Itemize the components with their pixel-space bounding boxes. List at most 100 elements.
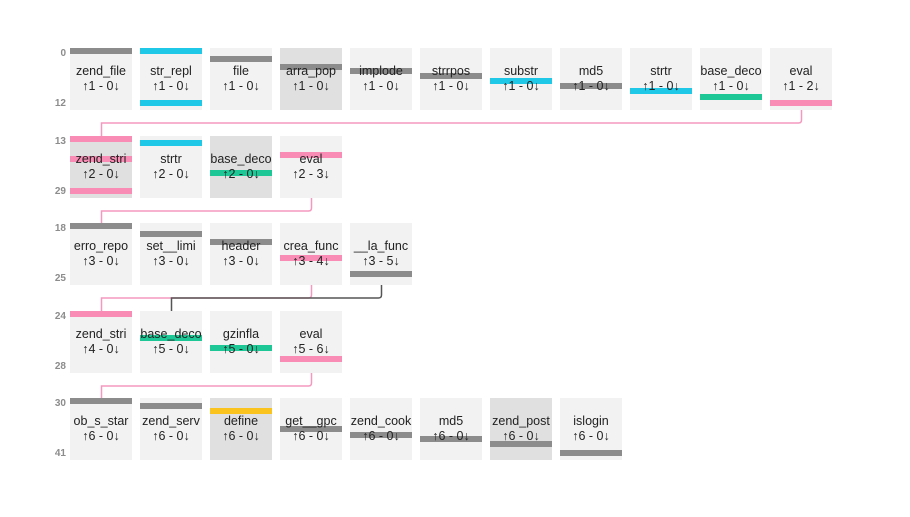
function-node[interactable]: implode ↑1 - 0↓ (350, 48, 412, 110)
position-marker-bar (70, 188, 132, 194)
call-counts: ↑6 - 0↓ (432, 429, 470, 443)
sequence-row: 30 41 ob_s_star ↑6 - 0↓ zend_serv ↑6 - 0↓ defi… (0, 398, 910, 460)
call-counts: ↑6 - 0↓ (572, 429, 610, 443)
call-counts: ↑2 - 0↓ (222, 167, 260, 181)
position-marker-bar (560, 450, 622, 456)
row-link (100, 373, 313, 398)
function-name: erro_repo (73, 239, 129, 253)
function-name: set__limi (146, 239, 196, 253)
call-counts: ↑5 - 0↓ (152, 342, 190, 356)
row-start-index: 18 (54, 223, 66, 234)
function-node[interactable]: eval ↑5 - 6↓ (280, 311, 342, 373)
function-node[interactable]: crea_func ↑3 - 4↓ (280, 223, 342, 285)
function-name: get__gpc (285, 414, 337, 428)
function-node[interactable]: base_deco ↑2 - 0↓ (210, 136, 272, 198)
function-name: __la_func (353, 239, 409, 253)
position-marker-bar (70, 223, 132, 229)
function-node[interactable]: md5 ↑1 - 0↓ (560, 48, 622, 110)
call-counts: ↑5 - 0↓ (222, 342, 260, 356)
position-marker-bar (560, 83, 622, 89)
position-marker-bar (490, 441, 552, 447)
function-node[interactable]: ob_s_star ↑6 - 0↓ (70, 398, 132, 460)
function-node[interactable]: substr ↑1 - 0↓ (490, 48, 552, 110)
function-node[interactable]: eval ↑2 - 3↓ (280, 136, 342, 198)
position-marker-bar (140, 140, 202, 146)
function-node[interactable]: eval ↑1 - 2↓ (770, 48, 832, 110)
position-marker-bar (70, 398, 132, 404)
function-node[interactable]: md5 ↑6 - 0↓ (420, 398, 482, 460)
function-name: zend_post (492, 414, 550, 428)
row-start-index: 24 (54, 311, 66, 322)
function-node[interactable]: header ↑3 - 0↓ (210, 223, 272, 285)
function-name: substr (503, 64, 539, 78)
function-node[interactable]: get__gpc ↑6 - 0↓ (280, 398, 342, 460)
call-counts: ↑6 - 0↓ (152, 429, 190, 443)
function-name: header (221, 239, 261, 253)
function-name: zend_serv (142, 414, 200, 428)
function-node[interactable]: zend_serv ↑6 - 0↓ (140, 398, 202, 460)
sequence-row: 0 12 zend_file ↑1 - 0↓ str_repl ↑1 - 0↓ file ↑1… (0, 48, 910, 110)
function-node[interactable]: base_deco ↑1 - 0↓ (700, 48, 762, 110)
function-node[interactable]: define ↑6 - 0↓ (210, 398, 272, 460)
sequence-row: 13 29 zend_stri ↑2 - 0↓ strtr ↑2 - 0↓ base_dec… (0, 136, 910, 198)
function-node[interactable]: arra_pop ↑1 - 0↓ (280, 48, 342, 110)
function-name: zend_stri (75, 152, 127, 166)
function-name: md5 (578, 64, 604, 78)
position-marker-bar (140, 100, 202, 106)
position-marker-bar (490, 78, 552, 84)
function-name: base_deco (210, 152, 272, 166)
call-counts: ↑1 - 0↓ (712, 79, 750, 93)
function-node[interactable]: zend_cook ↑6 - 0↓ (350, 398, 412, 460)
position-marker-bar (280, 356, 342, 362)
function-node[interactable]: base_deco ↑5 - 0↓ (140, 311, 202, 373)
function-node[interactable]: zend_file ↑1 - 0↓ (70, 48, 132, 110)
function-node[interactable]: zend_post ↑6 - 0↓ (490, 398, 552, 460)
row-start-index: 13 (54, 136, 66, 147)
function-node[interactable]: set__limi ↑3 - 0↓ (140, 223, 202, 285)
function-node[interactable]: str_repl ↑1 - 0↓ (140, 48, 202, 110)
row-end-index: 12 (54, 98, 66, 109)
call-counts: ↑3 - 0↓ (222, 254, 260, 268)
function-node[interactable]: islogin ↑6 - 0↓ (560, 398, 622, 460)
call-counts: ↑1 - 0↓ (82, 79, 120, 93)
position-marker-bar (140, 48, 202, 54)
call-counts: ↑3 - 5↓ (362, 254, 400, 268)
function-node[interactable]: erro_repo ↑3 - 0↓ (70, 223, 132, 285)
position-marker-bar (140, 231, 202, 237)
function-node[interactable]: gzinfla ↑5 - 0↓ (210, 311, 272, 373)
function-name: eval (789, 64, 813, 78)
function-name: eval (299, 327, 323, 341)
position-marker-bar (630, 88, 692, 94)
position-marker-bar (350, 68, 412, 74)
function-node[interactable]: strtr ↑1 - 0↓ (630, 48, 692, 110)
function-node[interactable]: strrpos ↑1 - 0↓ (420, 48, 482, 110)
function-name: strtr (160, 152, 182, 166)
function-node[interactable]: __la_func ↑3 - 5↓ (350, 223, 412, 285)
position-marker-bar (210, 170, 272, 176)
position-marker-bar (420, 436, 482, 442)
function-node[interactable]: zend_stri ↑4 - 0↓ (70, 311, 132, 373)
function-name: strtr (650, 64, 672, 78)
call-counts: ↑1 - 0↓ (572, 79, 610, 93)
call-counts: ↑1 - 0↓ (432, 79, 470, 93)
function-name: define (223, 414, 259, 428)
call-counts: ↑3 - 0↓ (82, 254, 120, 268)
position-marker-bar (210, 239, 272, 245)
position-marker-bar (280, 255, 342, 261)
row-start-index: 0 (60, 48, 66, 59)
row-link (100, 110, 803, 136)
call-counts: ↑1 - 0↓ (502, 79, 540, 93)
call-counts: ↑6 - 0↓ (222, 429, 260, 443)
call-counts: ↑1 - 0↓ (222, 79, 260, 93)
row-link (170, 285, 383, 311)
row-link (100, 198, 313, 223)
function-node[interactable]: strtr ↑2 - 0↓ (140, 136, 202, 198)
call-counts: ↑2 - 3↓ (292, 167, 330, 181)
position-marker-bar (280, 426, 342, 432)
position-marker-bar (70, 136, 132, 142)
function-node[interactable]: zend_stri ↑2 - 0↓ (70, 136, 132, 198)
function-node[interactable]: file ↑1 - 0↓ (210, 48, 272, 110)
call-counts: ↑6 - 0↓ (502, 429, 540, 443)
row-end-index: 41 (54, 448, 66, 459)
